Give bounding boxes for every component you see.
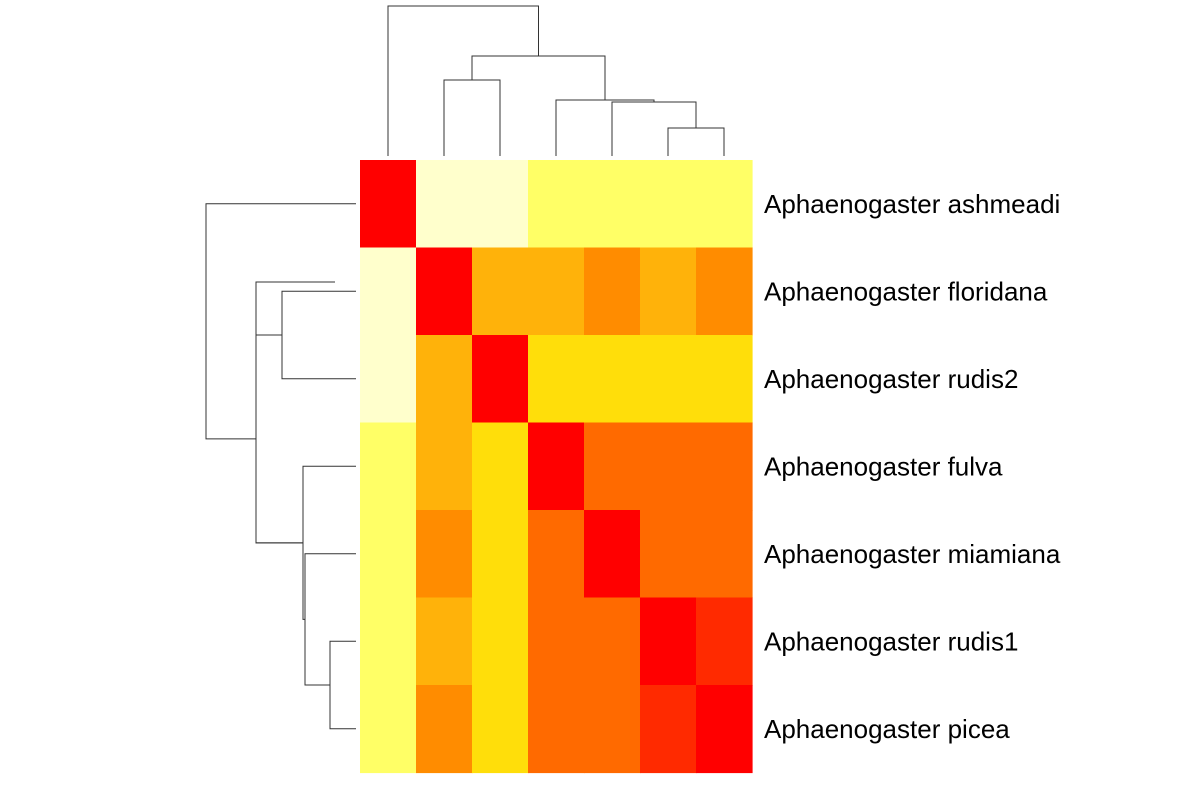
heatmap-cell	[416, 685, 473, 774]
row-label: Aphaenogaster rudis1	[764, 626, 1018, 656]
heatmap-cell	[696, 685, 753, 774]
heatmap-cell	[696, 335, 753, 424]
column-dendrogram-link	[471, 55, 606, 100]
heatmap-cell	[696, 510, 753, 599]
heatmap-cell	[528, 685, 585, 774]
heatmap-cell	[472, 335, 529, 424]
heatmap-cell	[640, 510, 697, 599]
heatmap-cell	[360, 335, 417, 424]
heatmap-cell	[640, 160, 697, 249]
row-dendrogram	[205, 203, 356, 730]
heatmap-cell	[416, 335, 473, 424]
heatmap-cell	[416, 247, 473, 336]
heatmap-cell	[360, 510, 417, 599]
heatmap-cells	[360, 160, 753, 774]
column-dendrogram-link	[611, 101, 697, 156]
heatmap-cell	[584, 335, 641, 424]
heatmap-cell	[640, 422, 697, 511]
heatmap-cell	[472, 685, 529, 774]
row-dendrogram-link	[255, 281, 335, 544]
heatmap-cell	[528, 247, 585, 336]
row-dendrogram-link	[302, 465, 356, 620]
heatmap-cell	[640, 597, 697, 686]
row-label: Aphaenogaster miamiana	[764, 539, 1061, 569]
heatmap-cell	[696, 597, 753, 686]
row-label: Aphaenogaster picea	[764, 714, 1010, 744]
heatmap-cell	[696, 160, 753, 249]
row-dendrogram-link	[205, 203, 356, 440]
row-label: Aphaenogaster ashmeadi	[764, 189, 1060, 219]
heatmap-cell	[528, 160, 585, 249]
heatmap-cell	[696, 247, 753, 336]
heatmap-cell	[472, 510, 529, 599]
heatmap-cell	[584, 247, 641, 336]
column-dendrogram-link	[443, 79, 501, 156]
heatmap-cell	[360, 685, 417, 774]
heatmap-cell	[640, 247, 697, 336]
heatmap-cell	[416, 422, 473, 511]
heatmap-cell	[472, 160, 529, 249]
column-dendrogram-link	[555, 99, 655, 156]
row-dendrogram-link	[329, 640, 356, 730]
heatmap-cell	[360, 247, 417, 336]
heatmap-cell	[528, 597, 585, 686]
row-label: Aphaenogaster fulva	[764, 451, 1003, 481]
heatmap-cell	[360, 597, 417, 686]
heatmap-cell	[528, 510, 585, 599]
heatmap-cell	[640, 335, 697, 424]
heatmap-cell	[472, 422, 529, 511]
heatmap-cell	[584, 685, 641, 774]
column-dendrogram-link	[667, 127, 725, 156]
heatmap-cell	[416, 597, 473, 686]
heatmap-cell	[696, 422, 753, 511]
heatmap-cell	[360, 160, 417, 249]
heatmap-cell	[640, 685, 697, 774]
row-labels: Aphaenogaster ashmeadi Aphaenogaster flor…	[764, 189, 1061, 744]
heatmap-cell	[584, 422, 641, 511]
row-dendrogram-link	[281, 290, 356, 380]
heatmap-cell	[528, 335, 585, 424]
heatmap-cell	[584, 510, 641, 599]
heatmap-cell	[416, 160, 473, 249]
heatmap-cell	[584, 597, 641, 686]
column-dendrogram	[387, 5, 725, 156]
heatmap-cell	[360, 422, 417, 511]
heatmap-cell	[584, 160, 641, 249]
heatmap-cell	[472, 247, 529, 336]
heatmap-cell	[472, 597, 529, 686]
row-dendrogram-link	[255, 334, 303, 544]
heatmap-cell	[416, 510, 473, 599]
row-label: Aphaenogaster rudis2	[764, 364, 1018, 394]
row-label: Aphaenogaster floridana	[764, 276, 1048, 306]
column-dendrogram-link	[387, 5, 539, 156]
heatmap-cell	[528, 422, 585, 511]
